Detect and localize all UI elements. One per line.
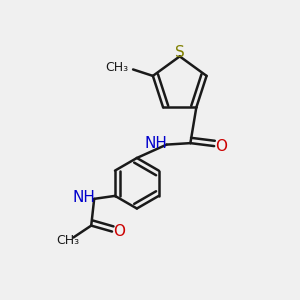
Text: S: S xyxy=(175,45,184,60)
Text: O: O xyxy=(216,139,228,154)
Text: NH: NH xyxy=(72,190,95,205)
Text: NH: NH xyxy=(145,136,168,151)
Text: CH₃: CH₃ xyxy=(106,61,129,74)
Text: CH₃: CH₃ xyxy=(56,234,80,247)
Text: O: O xyxy=(113,224,125,239)
